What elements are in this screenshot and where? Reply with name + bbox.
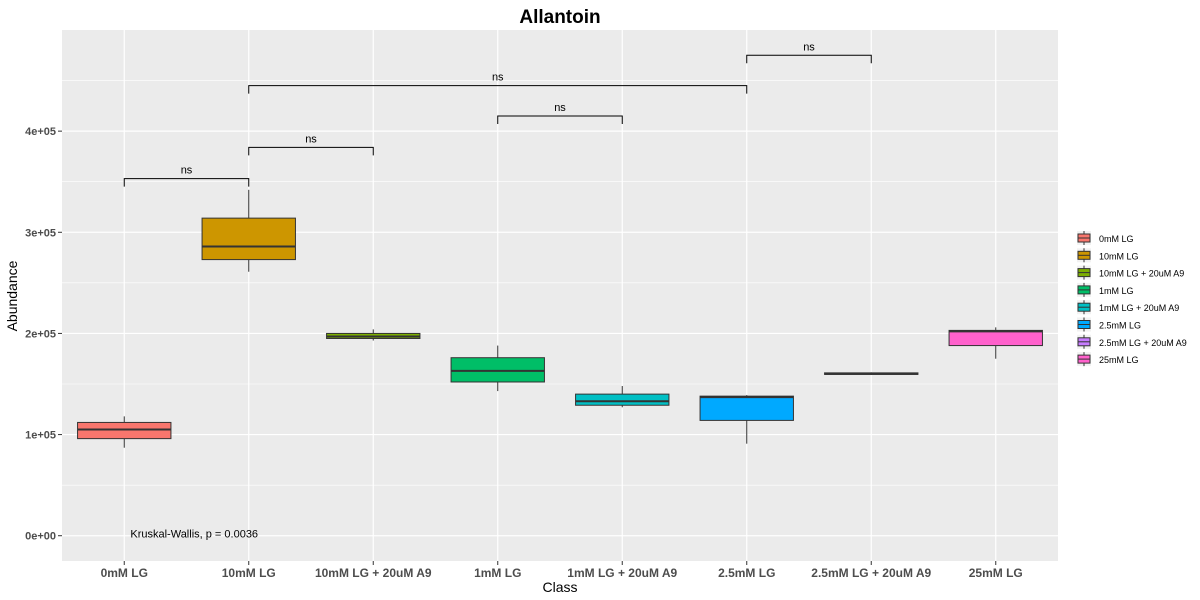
y-tick-label: 4e+05 — [25, 126, 56, 138]
kruskal-wallis-annotation: Kruskal-Wallis, p = 0.0036 — [130, 529, 258, 541]
x-tick-label: 2.5mM LG + 20uM A9 — [811, 566, 931, 580]
boxplot-7 — [824, 372, 919, 375]
legend-item-8: 25mM LG — [1077, 352, 1139, 367]
boxplot-8 — [948, 327, 1043, 359]
bracket-line — [123, 178, 250, 187]
legend-label: 2.5mM LG + 20uM A9 — [1099, 338, 1187, 348]
legend-item-7: 2.5mM LG + 20uM A9 — [1077, 334, 1187, 349]
y-tick-label: 1e+05 — [25, 430, 56, 442]
comparison-bracket-2: ns — [248, 133, 374, 156]
legend-item-1: 0mM LG — [1077, 231, 1134, 245]
axes: 0e+00 1e+05 2e+05 3e+05 4e+05 0mM LG 10mM LG 10… — [25, 126, 1023, 580]
box — [948, 329, 1043, 347]
y-tick-label: 2e+05 — [25, 328, 56, 340]
x-tick-label: 2.5mM LG — [718, 566, 775, 580]
boxplot-1 — [77, 416, 172, 448]
legend-label: 25mM LG — [1099, 355, 1139, 365]
x-tick-label: 1mM LG + 20uM A9 — [567, 566, 677, 580]
legend-label: 10mM LG + 20uM A9 — [1099, 269, 1184, 279]
boxplot-2 — [201, 189, 296, 272]
box — [575, 393, 670, 406]
x-tick-label: 25mM LG — [969, 566, 1023, 580]
legend-label: 2.5mM LG — [1099, 321, 1141, 331]
box — [450, 357, 545, 383]
bracket-line — [746, 54, 872, 64]
comparison-bracket-5: ns — [746, 41, 872, 64]
bracket-line — [248, 146, 374, 156]
x-tick-label: 0mM LG — [101, 566, 148, 580]
comparison-bracket-4: ns — [248, 72, 748, 94]
boxplot-5 — [575, 386, 670, 408]
legend-item-2: 10mM LG — [1077, 248, 1139, 263]
significance-label: ns — [803, 41, 815, 53]
boxplot-3 — [326, 329, 421, 341]
box — [77, 421, 172, 440]
y-tick-label: 0e+00 — [25, 531, 56, 543]
significance-label: ns — [181, 165, 193, 177]
bracket-line — [248, 85, 748, 94]
legend-label: 0mM LG — [1099, 234, 1134, 244]
comparison-bracket-1: ns — [123, 165, 250, 187]
comparison-brackets: ns ns ns ns ns — [123, 41, 872, 187]
legend-item-6: 2.5mM LG — [1077, 317, 1141, 332]
y-axis-label: Abundance — [4, 260, 20, 331]
box — [699, 395, 794, 421]
comparison-bracket-3: ns — [497, 102, 623, 124]
legend: 0mM LG 10mM LG 10mM LG + 20uM A9 1mM LG 1mM … — [1077, 231, 1187, 367]
box — [201, 217, 296, 261]
x-tick-label: 1mM LG — [474, 566, 521, 580]
chart-title: Allantoin — [519, 7, 600, 28]
legend-item-5: 1mM LG + 20uM A9 — [1077, 300, 1179, 315]
legend-label: 1mM LG + 20uM A9 — [1099, 303, 1179, 313]
boxplot-4 — [450, 345, 545, 392]
bracket-line — [497, 115, 623, 124]
significance-label: ns — [492, 72, 504, 84]
significance-label: ns — [305, 133, 317, 145]
y-tick-label: 3e+05 — [25, 227, 56, 239]
x-tick-label: 10mM LG — [222, 566, 276, 580]
legend-label: 10mM LG — [1099, 251, 1139, 261]
x-axis-label: Class — [542, 579, 577, 595]
legend-label: 1mM LG — [1099, 286, 1134, 296]
x-tick-label: 10mM LG + 20uM A9 — [315, 566, 432, 580]
significance-label: ns — [554, 102, 566, 114]
legend-item-4: 1mM LG — [1077, 282, 1134, 297]
boxplots — [77, 189, 1043, 448]
boxplot-6 — [699, 395, 794, 444]
legend-item-3: 10mM LG + 20uM A9 — [1077, 265, 1184, 280]
plot-panel — [62, 30, 1058, 561]
